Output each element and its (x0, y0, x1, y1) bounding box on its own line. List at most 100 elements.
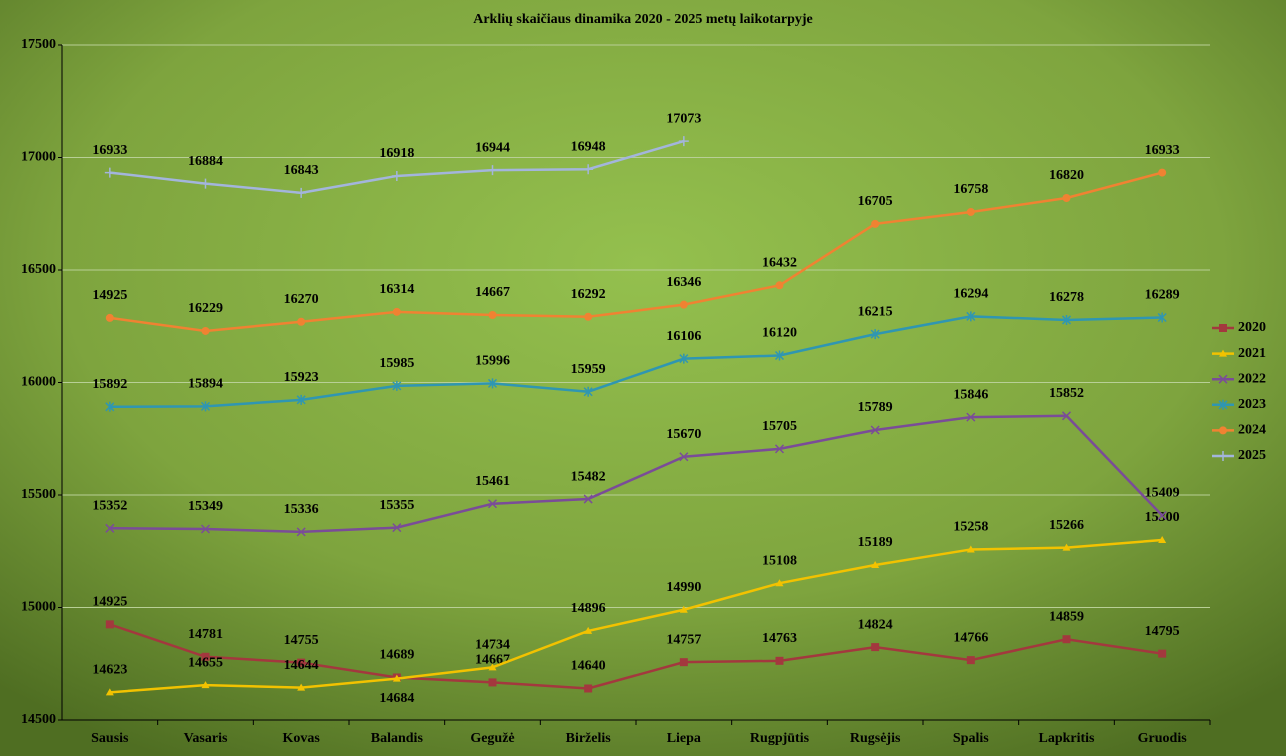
marker (392, 307, 401, 316)
data-label: 14925 (92, 595, 127, 610)
marker (871, 643, 880, 652)
marker (487, 378, 498, 389)
data-label: 15705 (762, 419, 797, 434)
x-tick-label: Sausis (91, 731, 129, 746)
x-tick-label: Liepa (667, 731, 701, 746)
data-label: 14859 (1049, 609, 1084, 624)
data-label: 16314 (379, 282, 414, 297)
marker (584, 312, 593, 321)
data-label: 14824 (858, 617, 893, 632)
marker (966, 545, 975, 553)
marker (1061, 314, 1072, 325)
marker (1218, 399, 1228, 410)
data-label: 16843 (284, 163, 319, 178)
marker (1158, 649, 1167, 658)
data-label: 14640 (571, 659, 606, 674)
marker (774, 444, 785, 454)
y-tick-label: 15000 (21, 600, 56, 615)
x-tick-label: Balandis (371, 731, 424, 746)
series-line (109, 171, 1163, 333)
marker (679, 658, 688, 667)
marker (1062, 635, 1071, 644)
data-label: 16120 (762, 326, 797, 341)
marker (774, 350, 785, 361)
data-label: 16944 (475, 140, 510, 155)
data-label: 16215 (858, 304, 893, 319)
marker (391, 170, 402, 181)
x-tick-label: Rugpjūtis (750, 731, 810, 746)
data-label: 14990 (666, 580, 701, 595)
marker (870, 425, 880, 435)
marker (392, 674, 401, 682)
marker (488, 678, 497, 687)
series-line (109, 315, 1163, 409)
x-tick-label: Birželis (566, 731, 612, 746)
marker (583, 164, 594, 175)
marker (678, 136, 689, 147)
data-label: 16278 (1049, 290, 1084, 305)
marker (296, 394, 306, 405)
x-tick-label: Gegužė (470, 731, 514, 746)
marker (1219, 349, 1227, 357)
data-label: 15108 (762, 553, 797, 568)
marker (297, 658, 306, 667)
legend-label: 2023 (1238, 397, 1266, 412)
marker (583, 386, 593, 397)
marker (775, 579, 784, 587)
y-tick-label: 14500 (21, 712, 56, 727)
marker (679, 605, 688, 613)
chart-title: Arklių skaičiaus dinamika 2020 - 2025 me… (473, 12, 813, 27)
marker (1158, 168, 1167, 177)
marker (1061, 411, 1072, 421)
marker (488, 663, 497, 671)
marker (105, 620, 114, 629)
marker (775, 281, 784, 290)
data-label: 14896 (571, 601, 606, 616)
marker (105, 313, 114, 322)
data-label: 14734 (475, 638, 510, 653)
marker (487, 165, 498, 176)
data-label: 14925 (92, 288, 127, 303)
marker (679, 353, 689, 364)
series-line (109, 414, 1164, 534)
data-label: 15461 (475, 474, 510, 489)
data-label: 15352 (92, 499, 127, 514)
data-label: 16229 (188, 301, 223, 316)
marker (1219, 324, 1227, 332)
data-label: 15985 (379, 356, 414, 371)
marker (1062, 194, 1071, 202)
data-label: 16292 (571, 287, 606, 302)
data-label: 15846 (953, 387, 988, 402)
marker (966, 656, 975, 665)
marker (966, 412, 976, 422)
data-label: 16294 (953, 287, 988, 302)
y-tick-label: 15500 (21, 487, 56, 502)
data-label: 15258 (953, 520, 988, 535)
data-label: 15349 (188, 499, 223, 514)
data-label: 16933 (92, 143, 127, 158)
y-tick-label: 16000 (21, 375, 56, 390)
data-label: 14757 (666, 632, 701, 647)
marker (870, 329, 880, 340)
marker (871, 219, 880, 228)
data-label: 15923 (284, 370, 319, 385)
x-tick-label: Lapkritis (1038, 731, 1095, 746)
marker (1218, 451, 1228, 461)
marker (297, 317, 306, 326)
marker (1218, 374, 1228, 384)
x-tick-label: Gruodis (1138, 731, 1188, 746)
marker (775, 656, 784, 665)
data-label: 16289 (1145, 288, 1180, 303)
marker (200, 401, 211, 412)
x-tick-label: Rugsėjis (850, 731, 901, 746)
x-tick-label: Spalis (953, 731, 989, 746)
marker (392, 523, 402, 533)
data-label: 16106 (666, 329, 701, 344)
marker (488, 311, 497, 319)
marker (201, 681, 210, 689)
marker (296, 187, 307, 198)
marker (200, 178, 211, 189)
data-label: 15852 (1049, 386, 1084, 401)
